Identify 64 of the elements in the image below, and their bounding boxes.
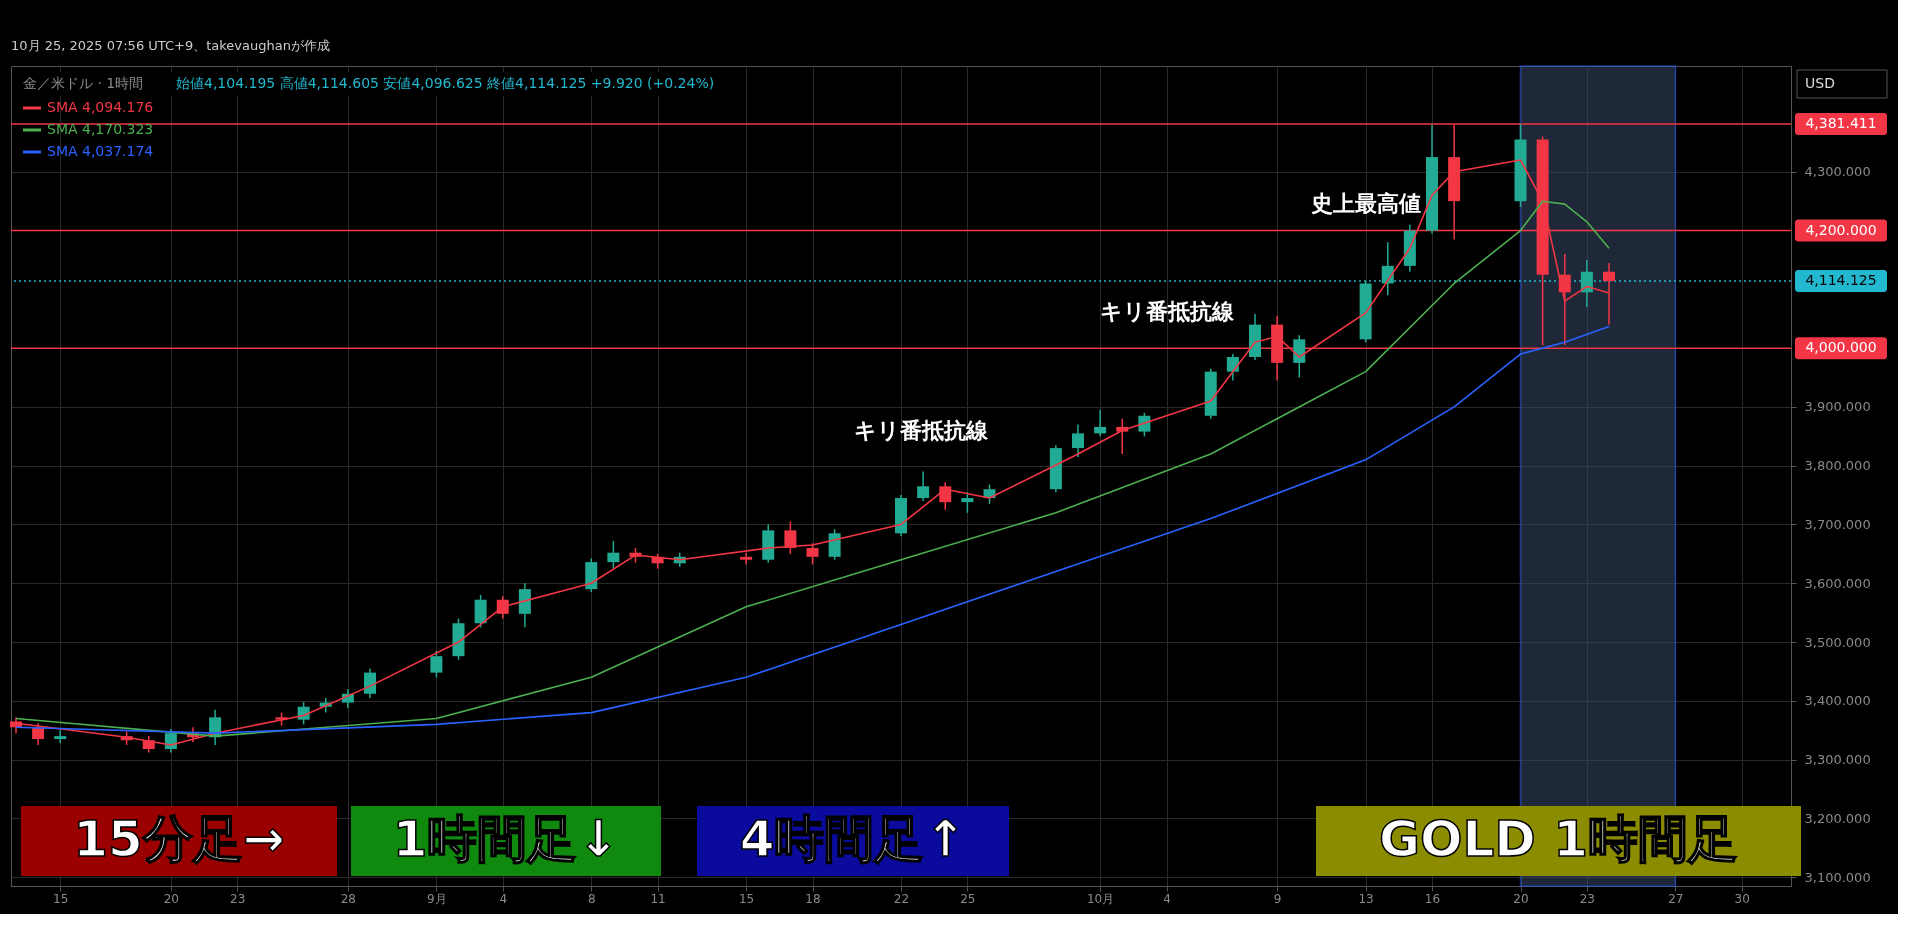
y-tick-label: 3,800.000 (1804, 458, 1871, 474)
ref-line-label: 4,381.411 (1805, 114, 1877, 131)
candlestick (1226, 353, 1239, 382)
x-tick-label: 8 (587, 891, 596, 906)
candlestick (1094, 409, 1107, 438)
x-tick-label: 4 (499, 891, 508, 906)
candlestick (364, 667, 376, 699)
x-tick-label: 27 (1668, 891, 1684, 906)
candlestick (806, 542, 819, 566)
x-tick-label: 15 (53, 891, 69, 906)
x-tick-label: 10月 (1086, 891, 1115, 906)
candlestick (828, 528, 841, 561)
x-tick-label: 20 (163, 891, 180, 906)
x-tick-label: 30 (1734, 891, 1750, 906)
annotation: 史上最高値 (1311, 191, 1421, 216)
candlestick (961, 491, 974, 514)
x-tick-label: 9月 (427, 891, 447, 906)
candlestick (164, 728, 177, 754)
x-tick-label: 23 (230, 891, 246, 906)
annotation: キリ番抵抗線 (1100, 299, 1235, 324)
y-tick-label: 3,400.000 (1804, 693, 1871, 709)
y-tick-label: 3,300.000 (1804, 752, 1871, 768)
y-tick-label: 3,200.000 (1804, 810, 1871, 826)
text: 始値4,104.195 高値4,114.605 安値4,096.625 終値4,114.125 +9.920 (+0.24%) (176, 75, 715, 91)
legend-label: SMA 4,037.174 (47, 143, 154, 159)
legend-label: SMA 4,094.176 (47, 99, 154, 115)
x-tick-label: 16 (1424, 891, 1441, 906)
x-tick-label: 18 (805, 891, 821, 906)
y-tick-label: 4,300.000 (1804, 164, 1871, 180)
legend-label: SMA 4,170.323 (47, 121, 154, 137)
x-tick-label: 23 (1579, 891, 1596, 906)
annotation: 1時間足↓ (392, 810, 620, 868)
text: 10月 25, 2025 07:56 UTC+9、takevaughanが作成 (11, 38, 330, 53)
x-tick-label: 22 (893, 891, 910, 906)
annotation: GOLD 1時間足 (1378, 810, 1739, 868)
x-tick-label: 11 (650, 891, 666, 906)
x-tick-label: 15 (738, 891, 755, 906)
candlestick (1138, 412, 1151, 438)
annotation: 15分足→ (73, 810, 285, 868)
x-tick-label: 13 (1358, 891, 1374, 906)
y-tick-label: 3,500.000 (1804, 634, 1871, 650)
y-tick-label: 3,600.000 (1804, 575, 1871, 591)
y-tick-label: 3,700.000 (1804, 516, 1871, 532)
candlestick (474, 594, 487, 629)
x-tick-label: 25 (960, 891, 976, 906)
candlestick (1293, 334, 1306, 379)
candlestick (430, 650, 443, 679)
annotation: キリ番抵抗線 (854, 418, 989, 443)
candlestick (784, 520, 797, 555)
ref-line-label: 4,000.000 (1805, 339, 1877, 356)
y-tick-label: 3,100.000 (1804, 869, 1871, 885)
text: 金／米ドル · 1時間 (23, 75, 144, 91)
candlestick (917, 470, 930, 502)
candlestick (607, 540, 620, 570)
x-tick-label: 20 (1513, 891, 1529, 906)
x-tick-label: 28 (340, 891, 357, 906)
y-tick-label: 3,900.000 (1804, 399, 1871, 415)
y-axis-title: USD (1805, 75, 1835, 91)
x-tick-label: 4 (1163, 891, 1171, 906)
annotation: 4時間足↑ (739, 810, 967, 868)
ref-line-label: 4,114.125 (1805, 272, 1877, 289)
ref-line-label: 4,200.000 (1805, 221, 1877, 238)
x-tick-label: 9 (1273, 891, 1282, 906)
candlestick (1072, 423, 1084, 458)
